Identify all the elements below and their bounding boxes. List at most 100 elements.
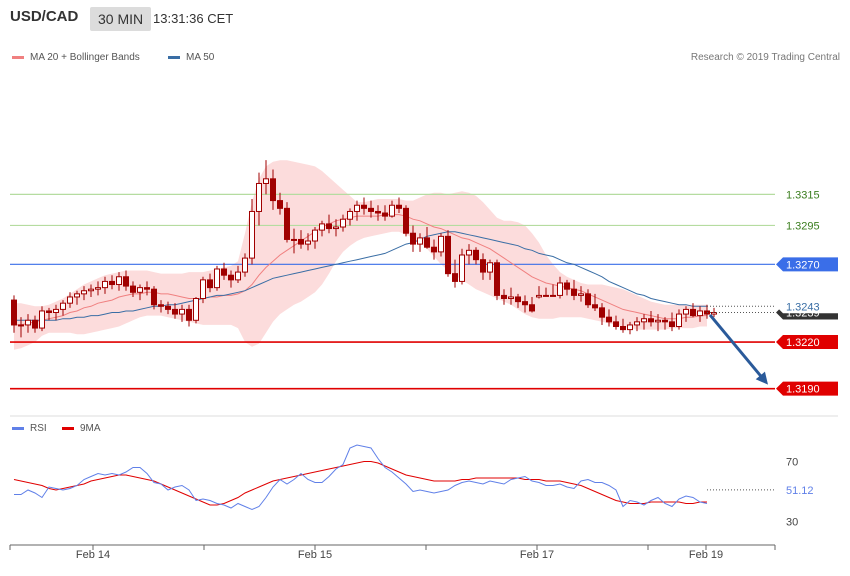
candle-body (193, 298, 199, 321)
candle-body (557, 282, 563, 296)
candle-body (522, 301, 528, 306)
level-1.3270-tag (776, 257, 838, 272)
level-1.3315-tag (776, 187, 838, 202)
legend-rsi: RSI (12, 423, 47, 434)
candle-body (361, 204, 367, 209)
candle-body (620, 326, 626, 331)
candle-body (102, 280, 108, 289)
last-ma50-label: 1.3243 (786, 301, 820, 313)
candle-body (39, 310, 45, 329)
candle-body (417, 237, 423, 245)
chart-header: USD/CAD 30 MIN 13:31:36 CET (0, 0, 850, 40)
candle-body (46, 310, 52, 314)
candle-body (186, 308, 192, 321)
candle-body (438, 235, 444, 253)
candle-body (627, 324, 633, 331)
candle-body (501, 294, 507, 300)
candle-body (81, 290, 87, 295)
level-1.3190-label: 1.3190 (786, 384, 820, 396)
candle-body (592, 304, 598, 309)
candle-body (585, 293, 591, 306)
level-1.3295-label: 1.3295 (786, 220, 820, 232)
candle-body (291, 238, 297, 241)
candle-body (221, 268, 227, 276)
candle-body (480, 259, 486, 273)
candle-body (88, 288, 94, 292)
rsi-line (14, 444, 708, 511)
forecast-arrow-head (755, 371, 768, 385)
level-1.3220-tag (776, 335, 838, 350)
candle-body (515, 296, 521, 303)
candle-body (333, 226, 339, 230)
candle-body (347, 210, 353, 220)
candle-body (375, 210, 381, 214)
candle-body (662, 319, 668, 323)
candle-body (368, 207, 374, 212)
candle-body (676, 313, 682, 327)
candle-body (172, 308, 178, 315)
candle-body (529, 304, 535, 312)
rsi-tick-70: 70 (786, 457, 798, 469)
research-credit: Research © 2019 Trading Central (690, 52, 840, 63)
candle-body (25, 319, 31, 326)
candle-body (11, 299, 17, 326)
symbol-title: USD/CAD (10, 8, 79, 25)
candle-body (256, 182, 262, 212)
candle-body (697, 310, 703, 317)
candle-body (564, 282, 570, 290)
server-time: 13:31:36 CET (153, 11, 234, 26)
candle-body (487, 262, 493, 273)
candle-body (634, 321, 640, 326)
candle-body (305, 240, 311, 245)
candle-body (130, 285, 136, 293)
candle-body (326, 223, 332, 230)
candle-body (95, 287, 101, 290)
candle-body (109, 280, 115, 286)
candle-body (200, 279, 206, 300)
candle-body (655, 319, 661, 323)
candle-body (249, 210, 255, 259)
candle-body (158, 304, 164, 307)
candle-body (60, 302, 66, 310)
candle-body (284, 207, 290, 240)
candle-body (144, 287, 150, 290)
candle-body (648, 318, 654, 323)
legend-bollinger-swatch (12, 55, 24, 59)
candle-body (207, 279, 213, 289)
level-1.3270-label: 1.3270 (786, 259, 820, 271)
candle-body (277, 200, 283, 209)
candle-body (242, 257, 248, 273)
legend-rsi-label: RSI (30, 423, 47, 434)
legend-9ma: 9MA (62, 423, 101, 434)
time-tick-label: Feb 15 (298, 549, 332, 561)
candle-body (137, 287, 143, 293)
legend-9ma-swatch (62, 426, 74, 430)
candle-body (382, 212, 388, 217)
candle-body (263, 178, 269, 184)
candle-body (424, 237, 430, 248)
level-1.3295-tag (776, 218, 838, 233)
candle-body (354, 204, 360, 212)
candle-body (606, 316, 612, 323)
time-tick-label: Feb 14 (76, 549, 110, 561)
candle-body (312, 229, 318, 242)
candle-body (431, 246, 437, 253)
candle-body (165, 305, 171, 310)
candle-body (403, 207, 409, 234)
candle-body (53, 308, 59, 314)
candle-body (67, 296, 73, 304)
rsi-9ma-line (13, 461, 707, 506)
time-tick-label: Feb 17 (520, 549, 554, 561)
candle-body (235, 271, 241, 281)
candle-body (270, 178, 276, 202)
candle-body (389, 204, 395, 217)
level-1.3190-tag (776, 381, 838, 396)
candle-body (410, 232, 416, 245)
candle-body (508, 296, 514, 300)
timeframe-button[interactable]: 30 MIN (90, 7, 152, 31)
time-tick-label: Feb 19 (689, 549, 723, 561)
candle-body (74, 293, 80, 298)
candle-body (151, 288, 157, 306)
rsi-last-value: 51.12 (786, 485, 814, 497)
